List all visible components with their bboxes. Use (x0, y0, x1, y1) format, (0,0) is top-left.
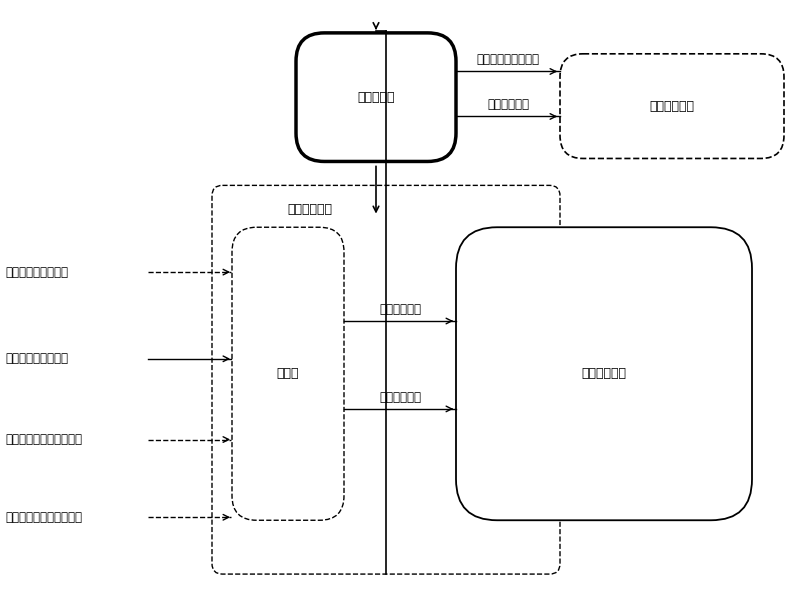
Text: 生石灯模糊集: 生石灯模糊集 (379, 391, 421, 404)
Text: 混匀矿实时物料流量: 混匀矿实时物料流量 (5, 352, 68, 365)
Text: 生石灯实时物料流量: 生石灯实时物料流量 (5, 266, 68, 279)
FancyBboxPatch shape (560, 54, 784, 158)
Text: 工况评判模型: 工况评判模型 (582, 367, 626, 380)
FancyBboxPatch shape (456, 227, 752, 520)
Text: 前馈加水模型: 前馈加水模型 (650, 100, 694, 112)
FancyBboxPatch shape (212, 185, 560, 574)
FancyBboxPatch shape (296, 33, 456, 161)
FancyBboxPatch shape (232, 227, 344, 520)
Text: 参数自调整: 参数自调整 (358, 91, 394, 103)
Text: 模糊化: 模糊化 (277, 367, 299, 380)
Text: 混匀矿实时物料流量变化: 混匀矿实时物料流量变化 (5, 511, 82, 524)
Text: 生石灯实时物料流量变化: 生石灯实时物料流量变化 (5, 433, 82, 446)
Text: 生石灯消耗水分因子: 生石灯消耗水分因子 (477, 53, 539, 66)
Text: 加水修正因子: 加水修正因子 (487, 99, 529, 111)
Text: 原料上况归类: 原料上况归类 (287, 203, 332, 216)
Text: 混匀矿模糊集: 混匀矿模糊集 (379, 303, 421, 316)
